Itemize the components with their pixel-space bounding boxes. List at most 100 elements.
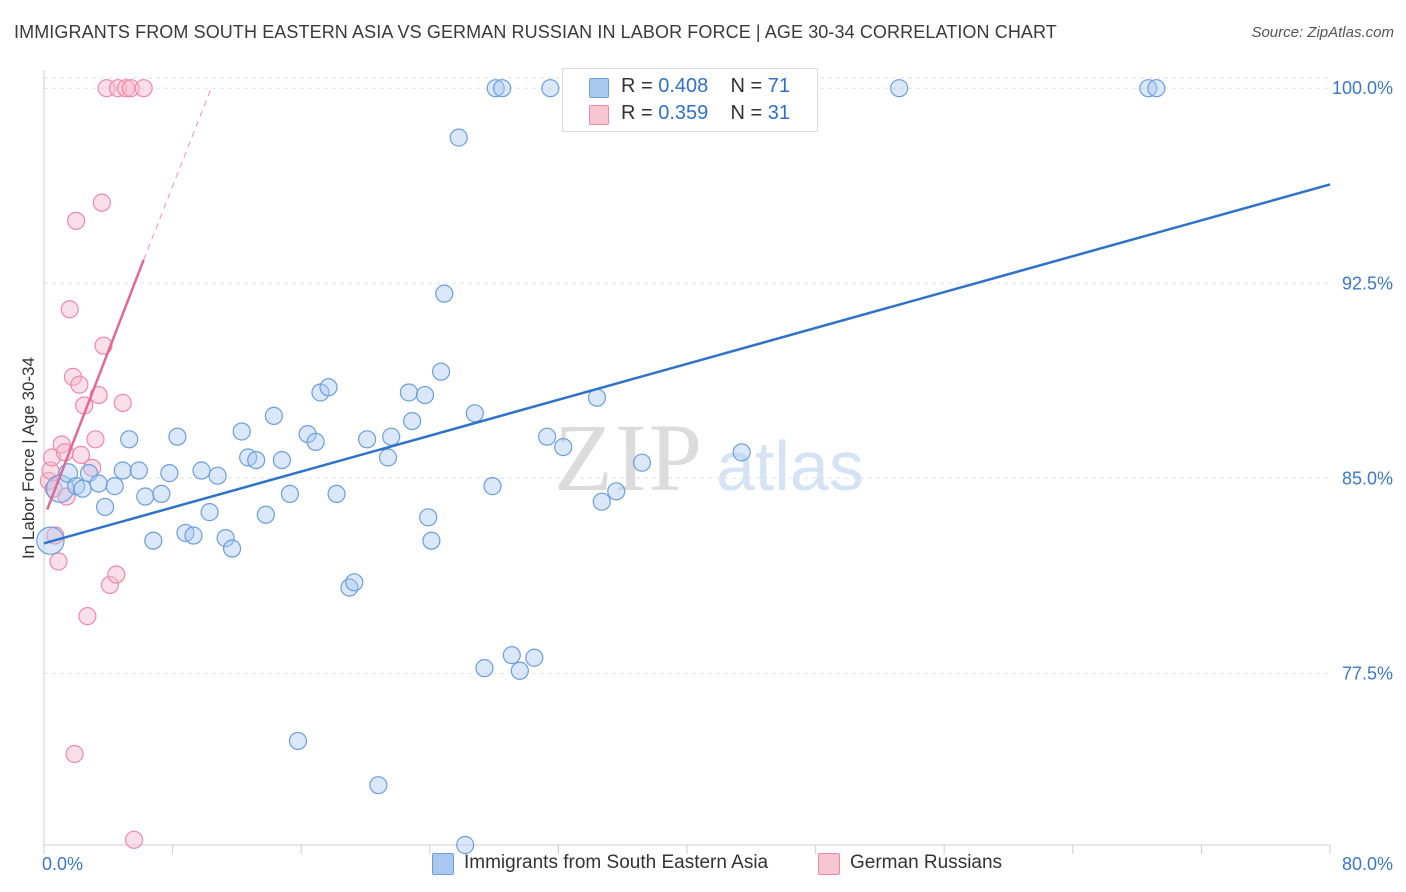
- sea-point: [399, 383, 419, 402]
- legend-r-value: 0.359: [658, 102, 709, 124]
- sea-point: [403, 411, 422, 431]
- german-russian-point: [71, 445, 91, 464]
- sea-point: [232, 422, 251, 441]
- sea-point: [89, 474, 108, 493]
- sea-point: [369, 776, 388, 795]
- sea-point: [272, 451, 292, 470]
- sea-point: [113, 461, 132, 480]
- bottom-legend-label: Immigrants from South Eastern Asia: [464, 852, 769, 873]
- sea-point: [378, 448, 398, 467]
- german-russian-point: [70, 375, 89, 394]
- sea-point: [280, 484, 300, 504]
- sea-point: [288, 731, 308, 751]
- sea-point: [449, 128, 468, 147]
- y-tick-label: 92.5%: [1342, 273, 1393, 293]
- x-tick-label: 80.0%: [1342, 854, 1393, 874]
- german-russian-point: [100, 575, 120, 595]
- german-russian-point: [86, 430, 105, 449]
- german-russian-point: [83, 458, 102, 478]
- bottom-legend-swatch-blue: [432, 853, 454, 875]
- sea-point: [152, 484, 171, 504]
- sea-point: [144, 531, 163, 550]
- bottom-legend-label: German Russians: [850, 852, 1003, 873]
- german-russian-trend-line: [46, 259, 145, 510]
- sea-point: [422, 531, 441, 550]
- sea-point: [493, 79, 512, 98]
- sea-point: [475, 659, 494, 678]
- german-russian-point: [67, 211, 86, 230]
- trend-lines: [43, 88, 1331, 545]
- sea-point: [382, 427, 401, 446]
- german-russian-point: [113, 393, 132, 412]
- grid-lines: [44, 77, 1330, 674]
- sea-point: [1147, 79, 1166, 98]
- german-russian-point: [134, 79, 153, 98]
- sea-point: [264, 406, 283, 425]
- sea-point: [510, 661, 529, 680]
- sea-point: [222, 539, 242, 558]
- correlation-legend: R = 0.408 N = 71 R = 0.359 N = 31: [562, 68, 818, 132]
- german-russian-point: [116, 79, 136, 98]
- legend-swatch-blue: [589, 78, 609, 98]
- german-russian-point: [65, 744, 84, 764]
- german-russian-point: [78, 607, 97, 626]
- sea-point: [554, 437, 573, 457]
- sea-point: [486, 79, 505, 98]
- sea-point: [592, 492, 611, 511]
- sea-point: [607, 482, 626, 501]
- legend-n-label: N =: [730, 75, 763, 97]
- sea-point: [216, 529, 235, 548]
- sea-point: [435, 284, 454, 303]
- sea-point: [95, 497, 115, 517]
- german-russian-point: [124, 830, 144, 849]
- sea-point: [247, 451, 266, 470]
- watermark-atlas: atlas: [716, 427, 864, 505]
- sea-point: [256, 505, 275, 524]
- sea-point: [431, 362, 451, 381]
- sea-point: [732, 443, 751, 462]
- y-axis-label: In Labor Force | Age 30-34: [19, 357, 38, 559]
- german-russian-point: [60, 300, 79, 319]
- german-russian-point: [121, 79, 140, 98]
- german-russian-trend-extension: [143, 88, 212, 261]
- legend-r-label: R =: [621, 102, 653, 124]
- legend-n-value: 71: [767, 75, 791, 97]
- sea-point: [538, 427, 557, 446]
- sea-point: [136, 487, 155, 506]
- sea-point: [160, 464, 179, 483]
- legend-swatch-pink: [589, 105, 609, 125]
- german-russian-point: [107, 565, 126, 584]
- sea-point: [73, 479, 92, 498]
- y-tick-label: 77.5%: [1342, 663, 1393, 683]
- y-tick-label: 100.0%: [1332, 78, 1393, 98]
- chart-title: IMMIGRANTS FROM SOUTH EASTERN ASIA VS GE…: [14, 22, 1057, 42]
- german-russian-point: [92, 193, 111, 212]
- sea-point: [340, 578, 359, 597]
- x-tick-labels: 0.0% 80.0%: [42, 854, 1393, 874]
- sea-point: [327, 484, 346, 504]
- sea-point: [105, 477, 124, 496]
- y-tick-label: 85.0%: [1342, 468, 1393, 488]
- sea-point: [345, 573, 364, 592]
- german-russian-point: [49, 552, 68, 571]
- sea-point: [502, 646, 521, 665]
- watermark-zip: ZIP: [554, 404, 704, 511]
- sea-point: [525, 648, 544, 667]
- source-credit: Source: ZipAtlas.com: [1251, 24, 1394, 41]
- sea-point: [358, 430, 377, 449]
- sea-point: [192, 461, 211, 480]
- sea-point: [541, 79, 560, 98]
- y-tick-labels: 100.0% 92.5% 85.0% 77.5%: [1332, 78, 1393, 683]
- legend-n-label: N =: [730, 102, 763, 124]
- sea-point: [456, 835, 475, 855]
- legend-r-label: R =: [621, 75, 653, 97]
- bottom-legend-swatch-pink: [818, 853, 840, 875]
- sea-point: [632, 453, 652, 472]
- sea-trend-line: [43, 183, 1331, 545]
- x-tick-label: 0.0%: [42, 854, 83, 874]
- sea-point: [168, 427, 187, 446]
- legend-n-value: 31: [767, 102, 791, 124]
- sea-point: [890, 79, 909, 98]
- sea-point: [120, 430, 139, 449]
